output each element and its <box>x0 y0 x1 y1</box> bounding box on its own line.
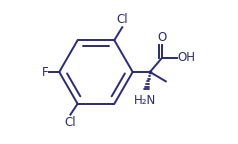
Text: Cl: Cl <box>116 13 128 26</box>
Text: OH: OH <box>177 51 195 64</box>
Text: O: O <box>158 31 167 44</box>
Text: H₂N: H₂N <box>134 94 156 107</box>
Text: F: F <box>42 66 49 78</box>
Text: Cl: Cl <box>64 116 76 129</box>
